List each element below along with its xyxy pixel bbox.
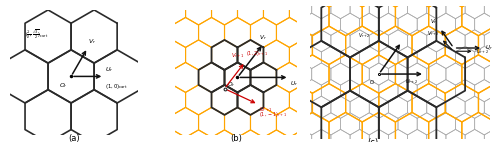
Text: $(1,-1)_{r+1}$: $(1,-1)_{r+1}$	[260, 110, 287, 119]
Text: $(1,0)_\mathrm{cart}$: $(1,0)_\mathrm{cart}$	[106, 82, 128, 91]
Text: $V_r$: $V_r$	[88, 37, 96, 46]
Text: $(\frac{1}{2},\frac{\sqrt{3}}{2})_\mathrm{cart}$: $(\frac{1}{2},\frac{\sqrt{3}}{2})_\mathr…	[25, 29, 48, 41]
Text: $V_r$: $V_r$	[430, 17, 438, 26]
Text: $V_{r+2}$: $V_{r+2}$	[427, 30, 440, 38]
Text: $V_{r+2}$: $V_{r+2}$	[358, 31, 371, 40]
Text: $O_r$: $O_r$	[369, 78, 376, 87]
Text: $U_{r+2}$: $U_{r+2}$	[405, 77, 418, 86]
Text: $O_r$: $O_r$	[60, 81, 68, 90]
Text: $V_{r+1}$: $V_{r+1}$	[230, 51, 244, 60]
Text: $V_r$: $V_r$	[258, 33, 266, 42]
Text: (a): (a)	[68, 134, 80, 142]
Text: $(1,2)_{r+1}$: $(1,2)_{r+1}$	[246, 49, 268, 58]
Text: $U_{r+2}$: $U_{r+2}$	[476, 47, 489, 56]
Text: $U_r$: $U_r$	[106, 65, 114, 74]
Text: $O_r$: $O_r$	[227, 80, 235, 89]
Text: $U_r$: $U_r$	[290, 79, 298, 88]
Text: $U_r$: $U_r$	[485, 44, 493, 52]
Text: (b): (b)	[230, 134, 242, 142]
Text: (c): (c)	[368, 138, 378, 142]
Text: $U_{r+1}$: $U_{r+1}$	[260, 105, 273, 114]
